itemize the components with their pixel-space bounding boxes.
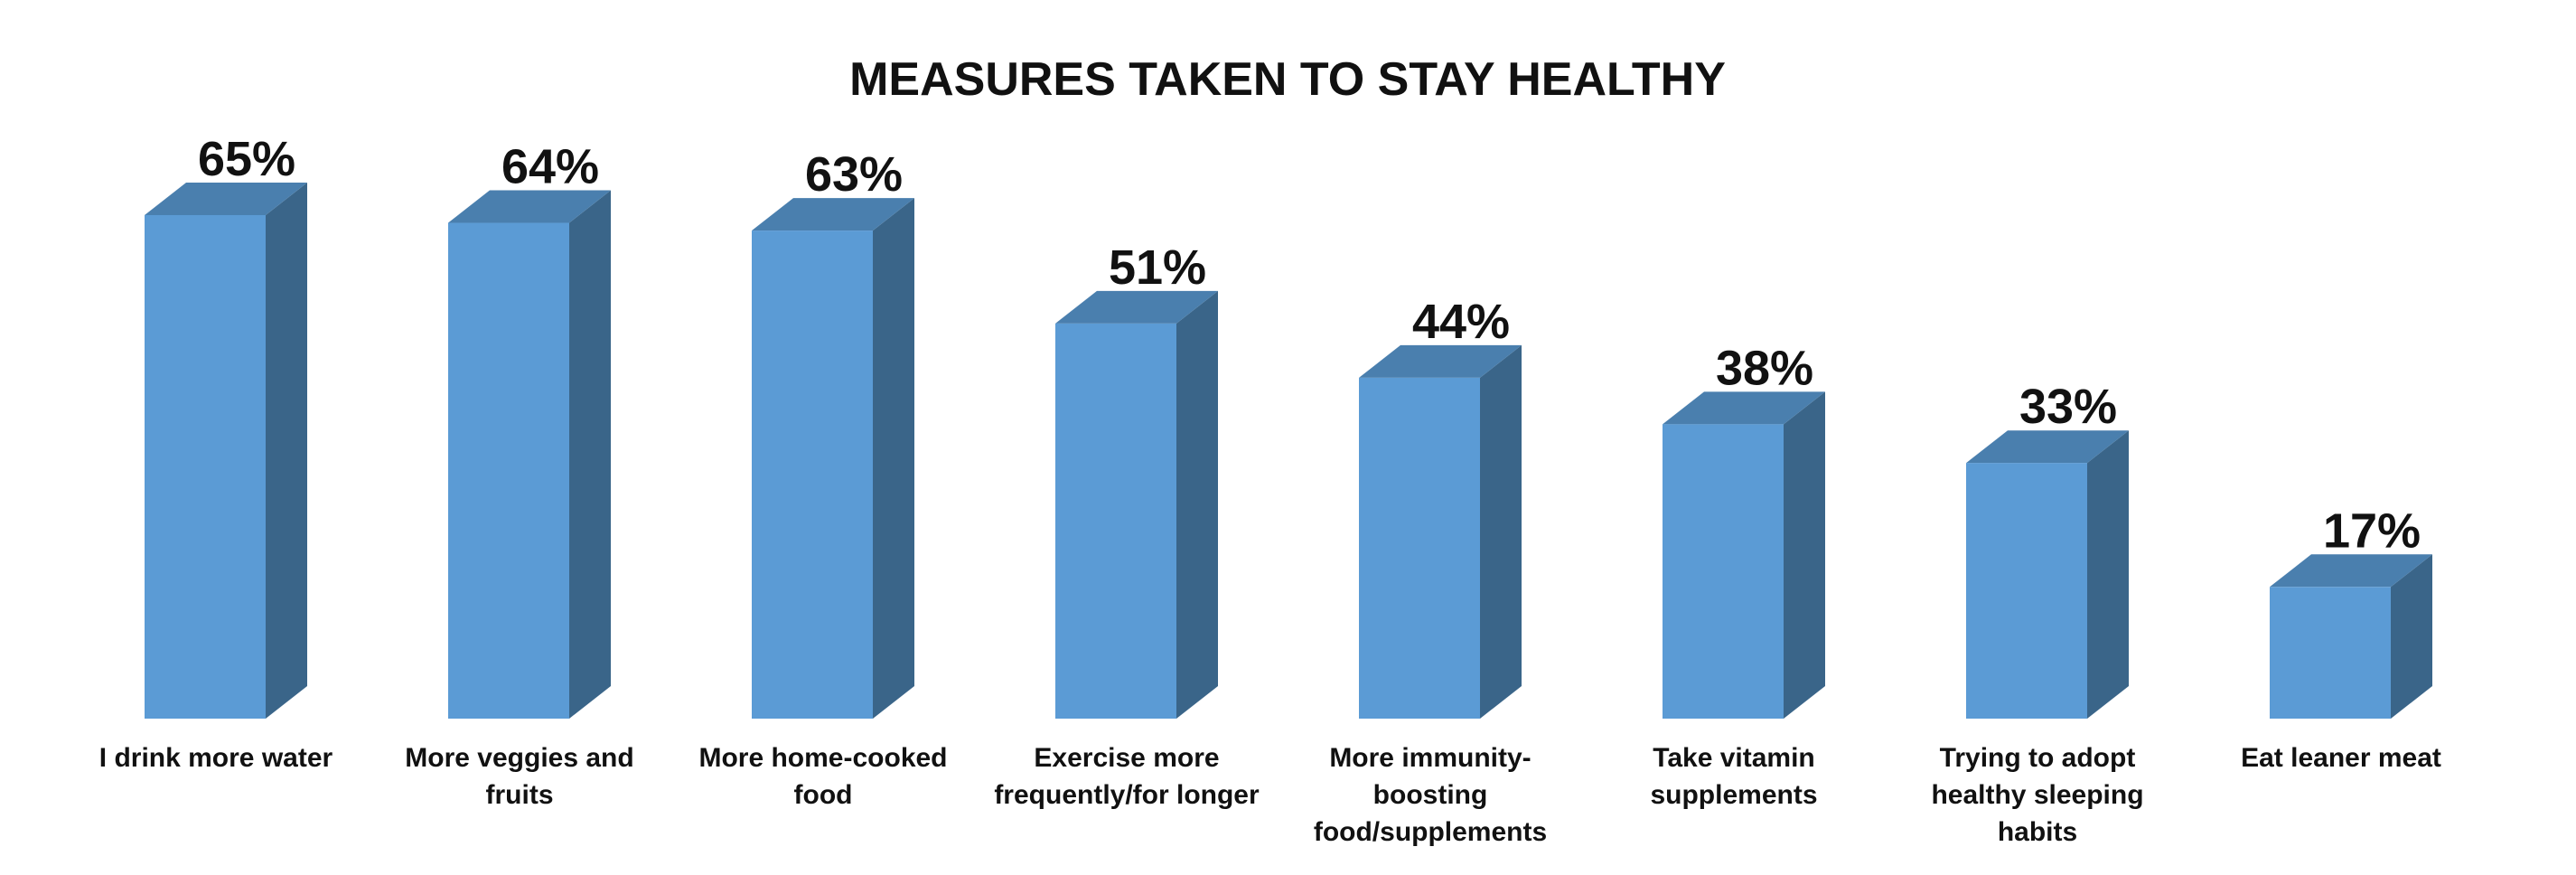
bar-top-face (2270, 554, 2432, 588)
bar-side-face (266, 182, 307, 719)
bar-side-face (569, 190, 611, 719)
bar-front-face (1663, 424, 1784, 719)
bar-5 (1359, 344, 1522, 719)
bar-side-face (1480, 344, 1522, 719)
data-label-5: 44% (1412, 295, 1510, 349)
data-label-1: 65% (198, 132, 295, 186)
bar-4 (1055, 290, 1218, 719)
bar-top-face (1359, 344, 1522, 378)
data-labels-layer: 65% 64% 63% 51% 44% 38% 33% 17% (198, 132, 2421, 558)
category-label-6: Take vitamin supplements (1650, 743, 1817, 810)
bar-top-face (448, 190, 611, 223)
data-label-6: 38% (1716, 341, 1813, 395)
bar-front-face (448, 222, 569, 719)
bar-top-face (1966, 430, 2129, 464)
bar-side-face (873, 198, 914, 720)
category-label-3: More home-cooked food (698, 743, 947, 810)
category-label-1: I drink more water (99, 743, 333, 773)
category-label-2: More veggies and fruits (405, 743, 633, 810)
data-label-4: 51% (1109, 240, 1206, 295)
bar-front-face (1359, 377, 1480, 719)
data-label-2: 64% (501, 140, 599, 194)
data-label-8: 17% (2323, 503, 2421, 558)
bar-6 (1663, 391, 1825, 719)
bar-side-face (1784, 391, 1825, 719)
category-labels-layer: I drink more water More veggies and fruits… (99, 743, 2441, 847)
data-label-3: 63% (805, 147, 903, 202)
bar-side-face (2391, 554, 2432, 719)
bar-side-face (1176, 290, 1218, 719)
category-label-8: Eat leaner meat (2241, 743, 2441, 773)
bar-3 (752, 198, 914, 720)
bar-front-face (1966, 463, 2087, 719)
bar-front-face (2270, 587, 2391, 719)
bar-top-face (145, 182, 307, 215)
bar-8 (2270, 554, 2432, 719)
bars-layer (145, 182, 2432, 720)
chart-title: MEASURES TAKEN TO STAY HEALTHY (849, 53, 1726, 106)
bar-7 (1966, 430, 2129, 719)
data-label-7: 33% (2019, 380, 2117, 434)
bar-2 (448, 190, 611, 719)
category-label-5: More immunity-boosting food/supplements (1314, 743, 1547, 847)
bar-front-face (1055, 323, 1176, 719)
bar-top-face (1055, 290, 1218, 324)
bar-top-face (1663, 391, 1825, 425)
category-label-4: Exercise more frequently/for longer (994, 743, 1260, 810)
category-label-7: Trying to adopt healthy sleeping habits (1931, 743, 2143, 847)
bar-front-face (752, 231, 873, 720)
bar-1 (145, 182, 307, 719)
bar-front-face (145, 214, 266, 719)
bar-top-face (752, 198, 914, 231)
bar-side-face (2087, 430, 2129, 719)
